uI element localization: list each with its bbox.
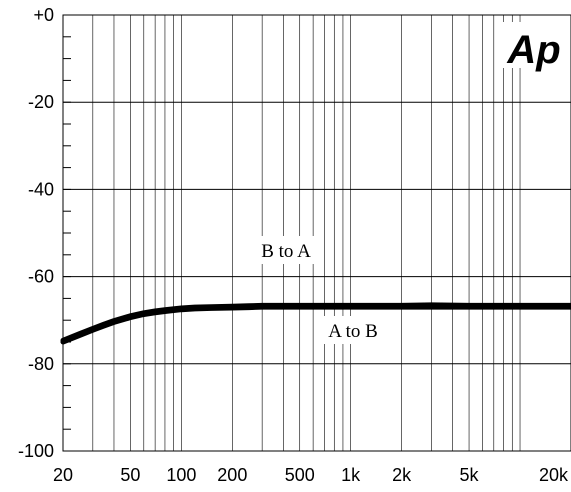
annotation-b-to-a-bg <box>248 236 324 264</box>
annotation-b-to-a: B to A <box>261 241 311 262</box>
series-line-2 <box>60 302 571 343</box>
x-tick-label: 100 <box>166 465 196 485</box>
annotation-a-to-b-bg <box>315 316 391 344</box>
y-tick-label: -80 <box>28 354 54 374</box>
x-tick-label: 20k <box>539 465 569 485</box>
annotation-a-to-b: A to B <box>328 321 378 342</box>
ap-logo-text: Ap <box>506 28 560 72</box>
x-tick-label: 500 <box>285 465 315 485</box>
x-tick-label: 200 <box>217 465 247 485</box>
y-axis-minor-ticks <box>63 14 71 452</box>
ap-logo-bg <box>500 22 570 68</box>
series-layer <box>60 302 571 345</box>
x-tick-labels: 20 50 100 200 500 1k 2k 5k 20k <box>53 465 569 485</box>
minor-gridlines <box>92 15 521 451</box>
annotations: B to A A to B <box>248 236 391 344</box>
ap-logo: Ap <box>500 22 570 72</box>
plot-frame <box>62 14 571 452</box>
x-tick-label: 1k <box>341 465 361 485</box>
x-tick-label: 2k <box>392 465 412 485</box>
x-tick-label: 5k <box>460 465 480 485</box>
y-tick-label: -40 <box>28 179 54 199</box>
x-tick-label: 20 <box>53 465 73 485</box>
y-tick-labels: +0 -20 -40 -60 -80 -100 <box>18 5 54 461</box>
y-tick-label: +0 <box>33 5 54 25</box>
plot-background <box>63 15 571 451</box>
y-tick-label: -20 <box>28 92 54 112</box>
y-tick-label: -100 <box>18 441 54 461</box>
y-tick-label: -60 <box>28 267 54 287</box>
x-tick-label: 50 <box>120 465 140 485</box>
